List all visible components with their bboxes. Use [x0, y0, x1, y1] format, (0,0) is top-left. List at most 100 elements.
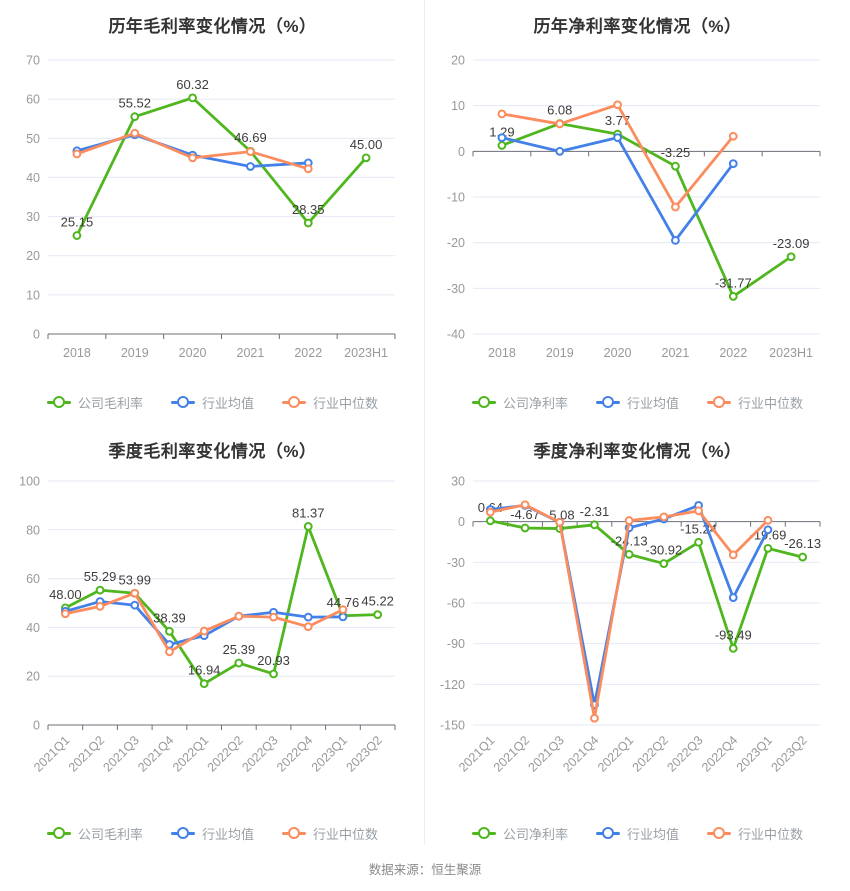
- data-point-marker[interactable]: [234, 658, 244, 668]
- data-point-marker[interactable]: [130, 112, 140, 122]
- data-point-marker[interactable]: [659, 512, 669, 522]
- legend-item-average[interactable]: 行业均值: [595, 824, 679, 843]
- chart-title: 历年毛利率变化情况（%）: [108, 17, 317, 36]
- x-tick-label: 2023Q2: [768, 733, 809, 774]
- x-tick-label: 2023H1: [344, 346, 388, 360]
- data-point-marker[interactable]: [590, 713, 599, 723]
- data-point-marker[interactable]: [269, 612, 278, 622]
- chart-title: 季度毛利率变化情况（%）: [108, 442, 317, 461]
- data-point-marker[interactable]: [485, 507, 495, 517]
- data-point-marker[interactable]: [303, 612, 313, 622]
- data-point-marker[interactable]: [338, 605, 348, 614]
- legend-item-company[interactable]: 公司净利率: [471, 824, 568, 843]
- data-point-marker[interactable]: [497, 133, 507, 143]
- data-point-marker[interactable]: [165, 626, 174, 636]
- annual-net-margin-plot: -40 -30 -20 -10 0 10 20 2018 2019 2020 2021 2022 202…: [447, 54, 821, 360]
- legend-item-median[interactable]: 行业中位数: [707, 824, 803, 843]
- data-point-marker[interactable]: [694, 537, 703, 547]
- data-point-marker[interactable]: [763, 543, 773, 553]
- data-point-marker[interactable]: [303, 522, 313, 531]
- y-tick-label: 60: [26, 93, 40, 107]
- data-point-marker[interactable]: [694, 506, 703, 516]
- data-point-marker[interactable]: [671, 161, 680, 171]
- data-point-marker[interactable]: [786, 252, 796, 262]
- data-point-marker[interactable]: [659, 559, 669, 568]
- x-tick-label: 2021Q1: [456, 733, 497, 774]
- legend: 公司毛利率 行业均值 行业中位数: [0, 814, 425, 845]
- legend-item-median[interactable]: 行业中位数: [707, 393, 803, 412]
- data-point-marker[interactable]: [555, 146, 565, 156]
- legend-item-average[interactable]: 行业均值: [170, 393, 254, 412]
- legend-label: 公司净利率: [502, 826, 568, 842]
- legend-item-company[interactable]: 公司毛利率: [46, 824, 143, 843]
- data-point-marker[interactable]: [520, 500, 530, 510]
- y-tick-label: 70: [26, 54, 40, 68]
- legend-marker-icon: [170, 827, 195, 839]
- x-tick-label: 2018: [488, 346, 516, 360]
- data-point-marker[interactable]: [728, 550, 738, 560]
- data-point-marker[interactable]: [338, 612, 348, 622]
- legend-item-average[interactable]: 行业均值: [170, 824, 254, 843]
- data-point-marker[interactable]: [246, 162, 255, 171]
- data-point-marker[interactable]: [520, 523, 530, 533]
- legend-label: 行业中位数: [313, 395, 379, 411]
- data-point-marker[interactable]: [373, 610, 383, 620]
- data-point-marker[interactable]: [497, 141, 507, 150]
- data-point-marker[interactable]: [199, 679, 209, 689]
- data-point-marker[interactable]: [95, 585, 105, 595]
- data-point-marker[interactable]: [728, 159, 738, 169]
- data-point-marker[interactable]: [188, 153, 197, 163]
- data-point-marker[interactable]: [72, 149, 82, 159]
- data-point-marker[interactable]: [624, 516, 634, 525]
- data-point-marker[interactable]: [728, 292, 738, 301]
- data-point-marker[interactable]: [671, 202, 680, 212]
- data-point-marker[interactable]: [555, 517, 565, 527]
- legend-item-company[interactable]: 公司毛利率: [46, 393, 143, 412]
- legend-marker-icon: [471, 396, 496, 408]
- data-point-marker[interactable]: [485, 516, 495, 526]
- data-point-marker[interactable]: [130, 588, 140, 598]
- x-tick-label: 2023H1: [769, 346, 813, 360]
- data-point-marker[interactable]: [303, 218, 313, 228]
- x-tick-label: 2023Q2: [343, 733, 384, 774]
- data-point-marker[interactable]: [361, 153, 371, 163]
- data-point-marker[interactable]: [763, 515, 773, 525]
- data-point-marker[interactable]: [269, 669, 278, 679]
- data-point-marker[interactable]: [671, 235, 680, 245]
- legend-item-median[interactable]: 行业中位数: [282, 824, 378, 843]
- data-point-marker[interactable]: [763, 525, 773, 535]
- data-point-marker[interactable]: [303, 622, 313, 632]
- data-point-marker[interactable]: [246, 147, 255, 156]
- data-point-marker[interactable]: [613, 100, 622, 110]
- data-point-marker[interactable]: [188, 93, 197, 103]
- data-point-marker[interactable]: [165, 647, 174, 657]
- data-point-marker[interactable]: [624, 549, 634, 559]
- data-point-marker[interactable]: [199, 626, 209, 636]
- data-point-marker[interactable]: [95, 602, 105, 611]
- legend: 公司毛利率 行业均值 行业中位数: [0, 383, 425, 421]
- legend-item-average[interactable]: 行业均值: [595, 393, 679, 412]
- data-point-marker[interactable]: [728, 643, 738, 653]
- data-point-marker[interactable]: [303, 164, 313, 174]
- data-point-marker[interactable]: [728, 593, 738, 602]
- data-label: 46.69: [234, 130, 267, 145]
- x-tick-label: 2022Q1: [170, 733, 211, 774]
- data-point-marker[interactable]: [728, 131, 738, 141]
- data-point-marker[interactable]: [555, 119, 565, 129]
- data-point-marker[interactable]: [613, 133, 622, 143]
- data-point-marker[interactable]: [130, 128, 140, 138]
- data-point-marker[interactable]: [798, 552, 808, 562]
- x-tick-label: 2021Q2: [491, 733, 532, 774]
- legend-item-median[interactable]: 行业中位数: [282, 393, 378, 412]
- data-label: -26.13: [784, 536, 821, 551]
- legend-marker-icon: [471, 827, 496, 839]
- data-point-marker[interactable]: [130, 600, 140, 610]
- legend-item-company[interactable]: 公司净利率: [471, 393, 568, 412]
- legend: 公司净利率 行业均值 行业中位数: [425, 814, 850, 845]
- data-point-marker[interactable]: [234, 611, 244, 621]
- data-point-marker[interactable]: [60, 609, 70, 619]
- data-point-marker[interactable]: [497, 109, 507, 119]
- data-point-marker[interactable]: [590, 520, 599, 530]
- data-label: 60.32: [176, 77, 209, 92]
- data-point-marker[interactable]: [72, 231, 82, 240]
